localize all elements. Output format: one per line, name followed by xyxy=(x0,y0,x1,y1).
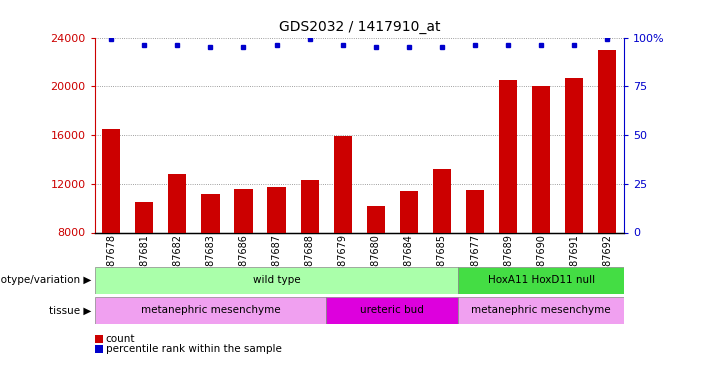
Title: GDS2032 / 1417910_at: GDS2032 / 1417910_at xyxy=(278,20,440,34)
Text: genotype/variation ▶: genotype/variation ▶ xyxy=(0,275,91,285)
Bar xyxy=(598,50,616,232)
Bar xyxy=(499,80,517,232)
Bar xyxy=(400,191,418,232)
Bar xyxy=(565,78,583,232)
Bar xyxy=(301,180,319,232)
Text: metanephric mesenchyme: metanephric mesenchyme xyxy=(141,305,280,315)
Bar xyxy=(367,206,385,232)
Bar xyxy=(466,190,484,232)
Bar xyxy=(201,194,219,232)
Text: tissue ▶: tissue ▶ xyxy=(49,305,91,315)
Bar xyxy=(268,188,286,232)
Text: count: count xyxy=(106,334,135,344)
Bar xyxy=(135,202,154,232)
Bar xyxy=(234,189,252,232)
Text: metanephric mesenchyme: metanephric mesenchyme xyxy=(471,305,611,315)
Bar xyxy=(168,174,186,232)
Bar xyxy=(326,297,458,324)
Bar xyxy=(433,169,451,232)
Bar xyxy=(458,297,624,324)
Text: percentile rank within the sample: percentile rank within the sample xyxy=(106,344,282,354)
Bar xyxy=(532,86,550,232)
Text: HoxA11 HoxD11 null: HoxA11 HoxD11 null xyxy=(488,275,594,285)
Bar xyxy=(95,267,458,294)
Bar xyxy=(102,129,121,232)
Text: wild type: wild type xyxy=(253,275,301,285)
Text: ureteric bud: ureteric bud xyxy=(360,305,424,315)
Bar xyxy=(95,297,326,324)
Bar xyxy=(458,267,624,294)
Bar xyxy=(334,136,352,232)
